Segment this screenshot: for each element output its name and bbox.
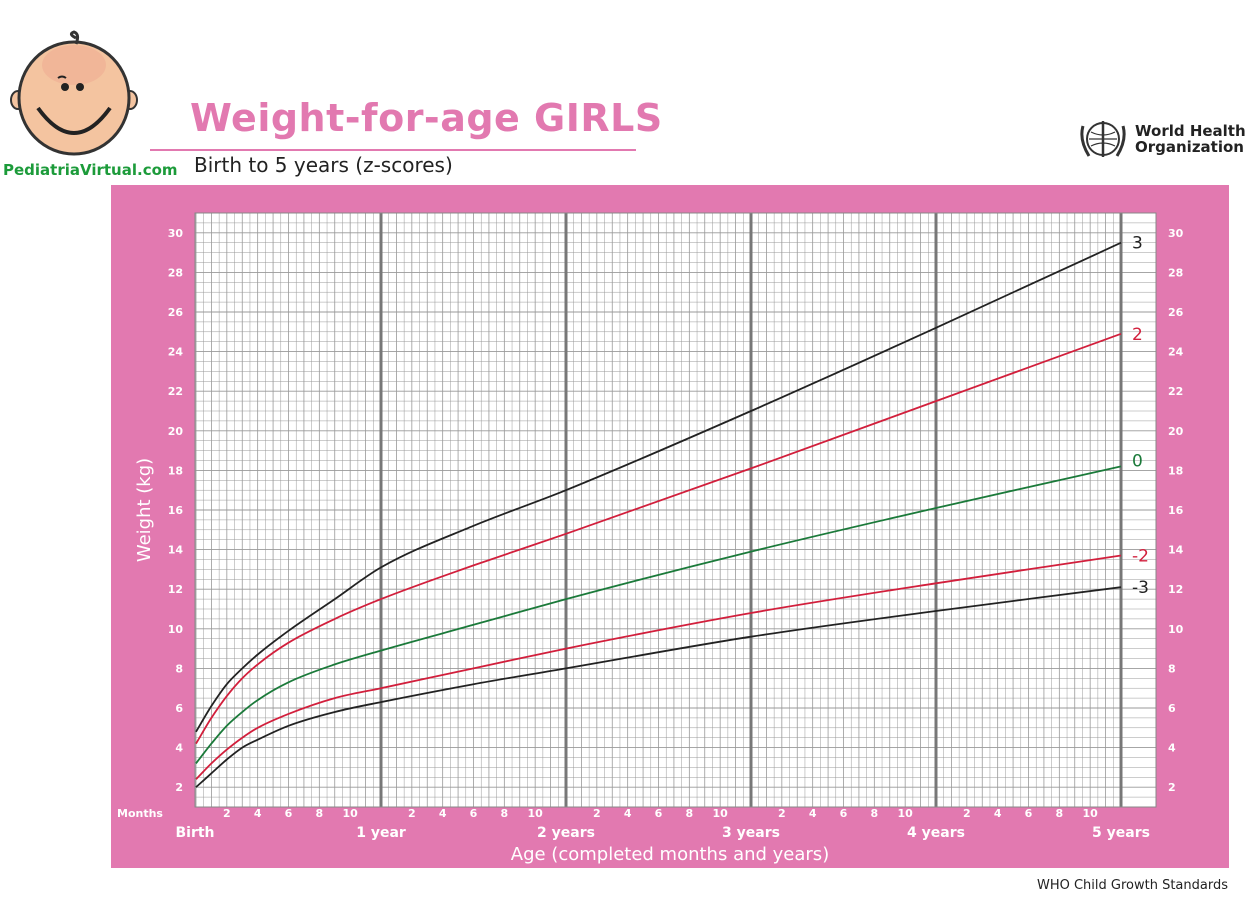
month-tick-label: 6	[470, 807, 478, 820]
month-tick-label: 10	[713, 807, 729, 820]
y-tick-label-right: 4	[1168, 742, 1176, 755]
year-label: 1 year	[356, 825, 406, 841]
y-tick-label-right: 8	[1168, 662, 1176, 675]
y-tick-label-left: 20	[168, 425, 184, 438]
month-tick-label: 4	[624, 807, 632, 820]
series-label: 0	[1132, 451, 1143, 471]
y-tick-label-left: 8	[175, 662, 183, 675]
y-tick-label-right: 20	[1168, 425, 1184, 438]
month-tick-label: 10	[528, 807, 544, 820]
z-score-line-3	[195, 241, 1122, 733]
year-label: Birth	[175, 825, 214, 841]
y-tick-label-left: 14	[168, 544, 184, 557]
grid	[194, 212, 1157, 808]
y-tick-label-right: 28	[1168, 266, 1183, 279]
month-tick-label: 8	[1056, 807, 1064, 820]
month-tick-label: 8	[686, 807, 694, 820]
months-label: Months	[117, 807, 163, 820]
series-label: -2	[1132, 547, 1149, 567]
footer-source: WHO Child Growth Standards	[1036, 878, 1228, 893]
month-tick-label: 4	[994, 807, 1002, 820]
y-tick-label-left: 18	[168, 464, 183, 477]
month-tick-label: 2	[223, 807, 231, 820]
z-score-line--3	[195, 586, 1122, 788]
y-tick-label-right: 18	[1168, 464, 1183, 477]
month-tick-label: 6	[655, 807, 663, 820]
x-axis-label: Age (completed months and years)	[511, 844, 829, 865]
month-tick-label: 6	[840, 807, 848, 820]
y-tick-label-right: 22	[1168, 385, 1183, 398]
who-name-line1: World Health	[1135, 122, 1246, 140]
month-tick-label: 8	[871, 807, 879, 820]
page-subtitle: Birth to 5 years (z-scores)	[194, 153, 453, 177]
title-divider	[150, 149, 636, 151]
y-tick-label-right: 16	[1168, 504, 1184, 517]
month-tick-label: 6	[1025, 807, 1033, 820]
y-tick-label-right: 24	[1168, 346, 1184, 359]
y-tick-label-right: 12	[1168, 583, 1183, 596]
y-tick-label-left: 30	[168, 227, 184, 240]
month-tick-label: 8	[316, 807, 324, 820]
baby-face-logo	[10, 30, 138, 156]
month-tick-label: 6	[285, 807, 293, 820]
y-tick-label-left: 4	[175, 742, 183, 755]
y-tick-label-left: 6	[175, 702, 183, 715]
month-tick-label: 4	[809, 807, 817, 820]
month-tick-label: 2	[408, 807, 416, 820]
y-tick-label-left: 16	[168, 504, 184, 517]
y-tick-label-right: 14	[1168, 544, 1184, 557]
y-tick-label-left: 26	[168, 306, 184, 319]
y-tick-label-right: 26	[1168, 306, 1184, 319]
series-label: 2	[1132, 325, 1143, 345]
z-score-line--2	[195, 554, 1122, 780]
plot-border	[194, 212, 1157, 808]
who-logo: World Health Organization	[1077, 116, 1246, 162]
series-label: 3	[1132, 234, 1143, 254]
site-name[interactable]: PediatriaVirtual.com	[3, 161, 178, 179]
z-score-line-2	[195, 332, 1122, 745]
year-label: 4 years	[907, 825, 965, 841]
y-tick-label-right: 10	[1168, 623, 1184, 636]
y-tick-label-right: 30	[1168, 227, 1184, 240]
month-tick-label: 10	[1083, 807, 1099, 820]
month-tick-label: 2	[778, 807, 786, 820]
who-name-line2: Organization	[1135, 138, 1244, 156]
month-tick-label: 2	[593, 807, 601, 820]
year-label: 5 years	[1092, 825, 1150, 841]
series-label: -3	[1132, 578, 1149, 598]
y-tick-label-left: 24	[168, 346, 184, 359]
y-tick-label-left: 2	[175, 781, 183, 794]
page-title: Weight-for-age GIRLS	[190, 96, 663, 140]
lines	[195, 241, 1122, 788]
labels: 3 2 0 -2 -3	[1132, 234, 1149, 599]
z-score-line-0	[195, 465, 1122, 764]
month-tick-label: 4	[439, 807, 447, 820]
y-tick-label-left: 22	[168, 385, 183, 398]
month-tick-label: 10	[898, 807, 914, 820]
y-tick-label-right: 2	[1168, 781, 1176, 794]
y-tick-label-right: 6	[1168, 702, 1176, 715]
y-tick-label-left: 10	[168, 623, 184, 636]
month-tick-label: 2	[963, 807, 971, 820]
month-tick-label: 10	[343, 807, 359, 820]
month-tick-label: 4	[254, 807, 262, 820]
y-tick-label-left: 12	[168, 583, 183, 596]
year-label: 2 years	[537, 825, 595, 841]
who-emblem-icon	[1080, 121, 1126, 157]
year-label: 3 years	[722, 825, 780, 841]
y-axis-label: Weight (kg)	[134, 458, 155, 562]
month-tick-label: 8	[501, 807, 509, 820]
y-tick-label-left: 28	[168, 266, 183, 279]
